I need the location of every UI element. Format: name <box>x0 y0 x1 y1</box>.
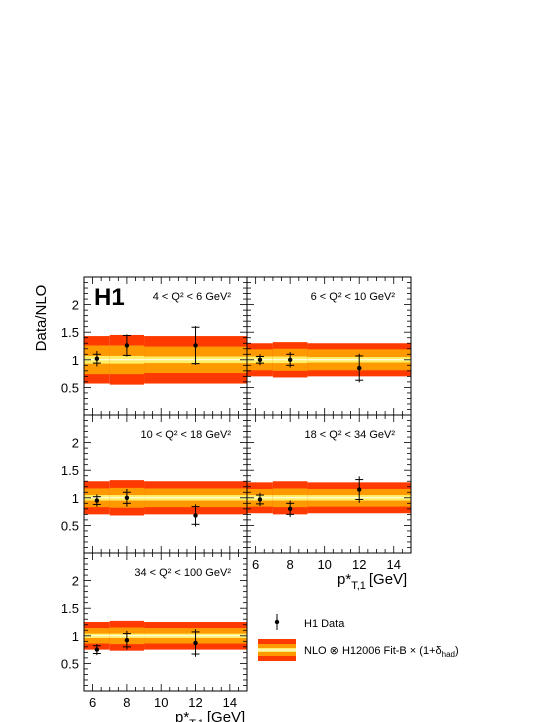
panel-5-label: 34 < Q² < 100 GeV² <box>134 567 231 579</box>
panel-3-label: 10 < Q² < 18 GeV² <box>141 429 232 441</box>
data-point <box>94 647 100 652</box>
data-point <box>357 487 362 492</box>
data-point <box>124 495 130 500</box>
y-tick-label: 1 <box>72 353 79 368</box>
h1-logo: H1 <box>94 284 125 311</box>
data-point <box>124 343 130 348</box>
data-point <box>94 498 100 503</box>
x-axis-title-right-sub: T,1 <box>351 580 366 592</box>
x-tick-label: 8 <box>123 695 130 710</box>
panel-2-bands <box>247 342 411 378</box>
panel-5-bands <box>84 620 247 651</box>
legend: H1 Data NLO ⊗ H12006 Fit-B × (1+δhad) <box>258 614 459 661</box>
data-point <box>193 513 198 518</box>
legend-data-label: H1 Data <box>304 618 345 630</box>
legend-band-label: NLO ⊗ H12006 Fit-B × (1+δhad) <box>304 645 459 659</box>
panel-3-bands <box>84 480 247 516</box>
x-tick-label: 6 <box>252 557 259 572</box>
x-tick-label: 14 <box>223 695 237 710</box>
x-axis-title-left-main: p* <box>175 709 189 722</box>
panel-5-frame <box>83 552 248 692</box>
data-point <box>287 506 293 512</box>
panel-4: 6 8 10 12 14 18 < Q² < 34 GeV² <box>246 414 412 572</box>
panel-4-bands <box>247 481 411 515</box>
data-point <box>357 365 362 371</box>
x-axis-title-right-main: p* <box>337 571 351 588</box>
data-point <box>193 640 198 646</box>
legend-band-label-sub: had <box>442 650 455 659</box>
y-tick-label: 2 <box>72 436 79 451</box>
y-tick-label: 1 <box>72 629 79 644</box>
x-tick-label: 8 <box>287 557 294 572</box>
data-point <box>94 356 100 361</box>
x-axis-title-left-unit: [GeV] <box>207 709 245 722</box>
data-point <box>287 357 293 362</box>
x-axis-title-right-unit: [GeV] <box>369 571 407 588</box>
panel-1: 0.5 1 1.5 2 4 < Q² < 6 GeV² <box>61 276 248 416</box>
y-tick-label: 1.5 <box>61 325 79 340</box>
y-tick-label: 0.5 <box>61 380 79 395</box>
y-tick-label: 2 <box>72 298 79 313</box>
y-tick-label: 0.5 <box>61 656 79 671</box>
y-tick-label: 1 <box>72 491 79 506</box>
x-tick-label: 12 <box>352 557 366 572</box>
legend-band-label-close: ) <box>455 645 459 657</box>
panel-1-label: 4 < Q² < 6 GeV² <box>153 291 232 303</box>
x-tick-label: 14 <box>387 557 401 572</box>
x-tick-label: 12 <box>188 695 202 710</box>
x-axis-title-right: p*T,1 [GeV] <box>337 571 407 592</box>
x-tick-label: 10 <box>317 557 331 572</box>
panel-3: 0.5 1 1.5 2 10 < Q² < 18 GeV² <box>61 414 248 554</box>
legend-data-marker <box>274 619 280 625</box>
panel-4-label: 18 < Q² < 34 GeV² <box>305 429 396 441</box>
panel-1-bands <box>84 334 247 385</box>
y-tick-label: 0.5 <box>61 518 79 533</box>
panel-4-frame <box>246 414 412 554</box>
panels: 0.5 1 1.5 2 4 < Q² < 6 GeV² 6 < Q² < 10 GeV² 0… <box>61 276 412 710</box>
data-point <box>257 357 263 362</box>
legend-band-label-main: NLO ⊗ H12006 Fit-B × (1+δ <box>304 645 442 657</box>
x-axis-title-left-sub: T,1 <box>189 718 204 722</box>
x-tick-label: 6 <box>89 695 96 710</box>
data-point <box>124 638 130 643</box>
y-tick-label: 2 <box>72 574 79 589</box>
y-tick-label: 1.5 <box>61 463 79 478</box>
x-axis-title-left: p*T,1[GeV] <box>175 709 245 722</box>
y-axis-title: Data/NLO <box>33 285 50 352</box>
panel-5: 0.5 1 1.5 2 6 8 10 12 14 34 < Q² < 100 GeV² <box>61 552 248 710</box>
data-point <box>193 343 198 348</box>
y-tick-label: 1.5 <box>61 601 79 616</box>
panel-2: 6 < Q² < 10 GeV² <box>246 276 412 416</box>
x-tick-label: 10 <box>154 695 168 710</box>
panel-2-label: 6 < Q² < 10 GeV² <box>311 291 396 303</box>
data-point <box>257 497 263 502</box>
